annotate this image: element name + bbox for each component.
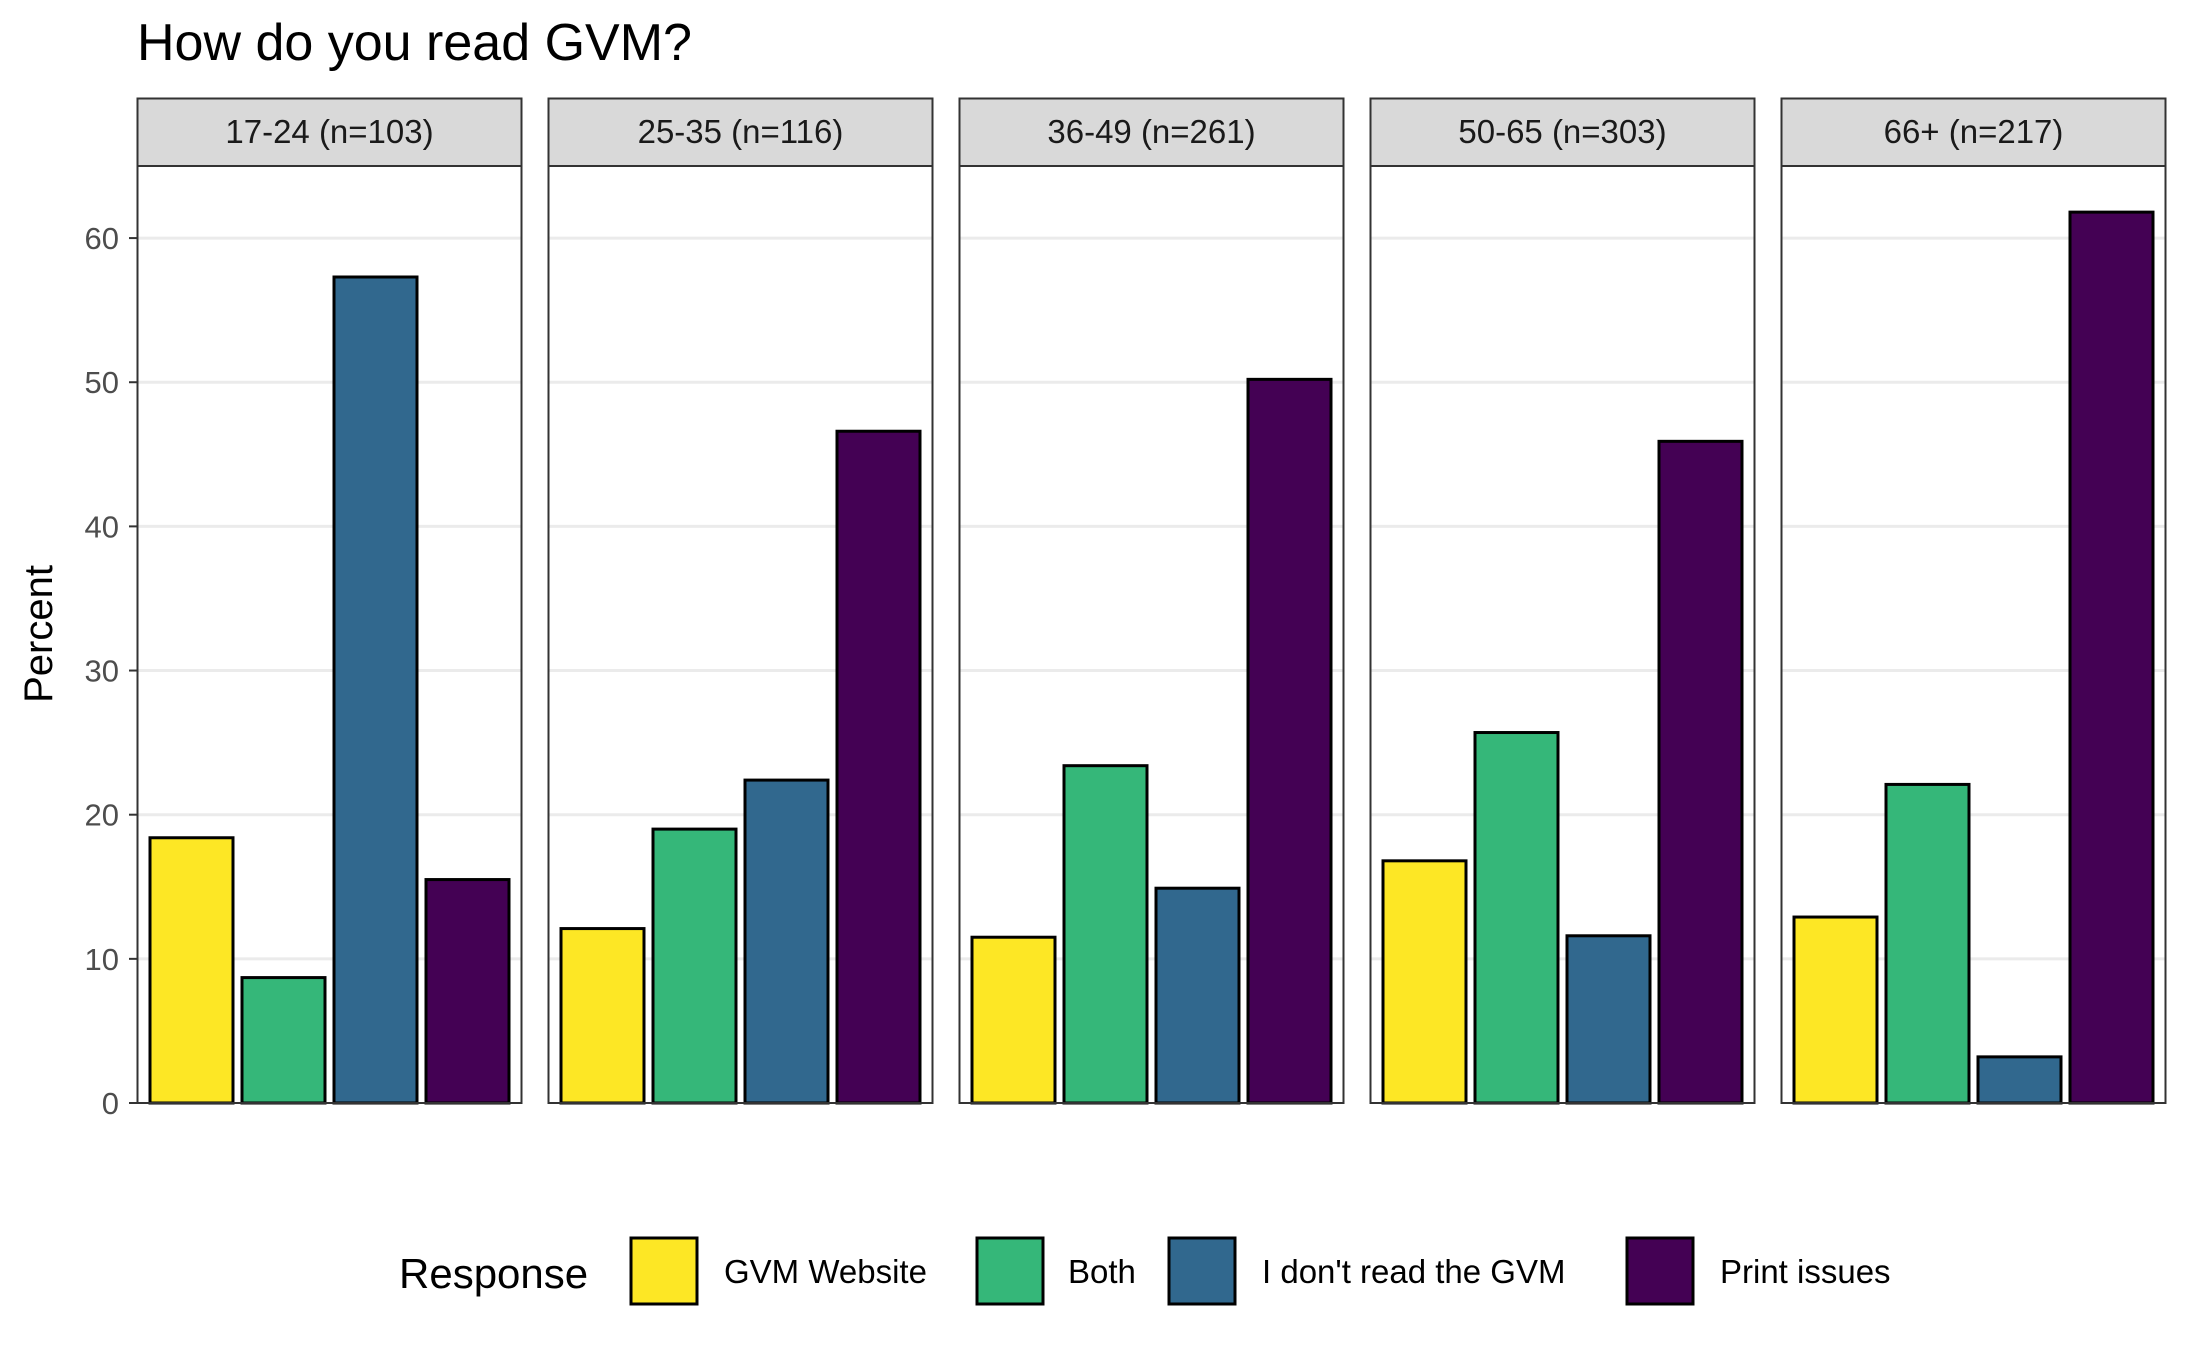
bar	[1884, 782, 1971, 1105]
facet-panel: 25-35 (n=116)	[547, 97, 934, 1105]
facet-border	[136, 165, 523, 1104]
y-tick-label: 0	[102, 1086, 119, 1121]
facet-strip-label: 36-49 (n=261)	[1047, 113, 1255, 150]
bar	[1565, 934, 1652, 1105]
legend-label: GVM Website	[724, 1253, 927, 1290]
legend-key	[1167, 1236, 1237, 1306]
facet-panel: 17-24 (n=103)	[136, 97, 523, 1105]
bar	[1657, 439, 1744, 1105]
legend-key	[629, 1236, 699, 1306]
facet-strip-label: 66+ (n=217)	[1884, 113, 2064, 150]
facet-strip-label: 25-35 (n=116)	[638, 113, 844, 150]
y-tick-label: 30	[85, 654, 119, 689]
bar	[240, 976, 327, 1105]
facet-border	[1780, 165, 2167, 1104]
facets-layer: 17-24 (n=103) 25-35 (n=116) 36-49 (n=261) 5…	[136, 97, 2167, 1105]
facet-panel: 36-49 (n=261)	[958, 97, 1345, 1105]
bar	[1246, 377, 1333, 1105]
facet-strip-label: 17-24 (n=103)	[225, 113, 433, 150]
legend-label: Both	[1068, 1253, 1136, 1290]
bar	[2068, 210, 2155, 1105]
legend-key	[975, 1236, 1045, 1306]
legend-label: I don't read the GVM	[1262, 1253, 1565, 1290]
facet-border	[958, 165, 1345, 1104]
facet-strip	[547, 97, 934, 168]
facet-strip	[136, 97, 523, 168]
bar	[1062, 764, 1149, 1105]
legend: Response GVM Website Both I don't read the…	[399, 1236, 1891, 1306]
y-axis-ticks: 0 10 20 30 40 50 60	[85, 221, 137, 1121]
bar	[651, 827, 738, 1105]
facet-panel: 50-65 (n=303)	[1369, 97, 1756, 1105]
facet-border	[1369, 165, 1756, 1104]
bar	[1154, 886, 1241, 1105]
y-tick-label: 20	[85, 798, 119, 833]
bar	[1976, 1055, 2063, 1105]
bar	[743, 778, 830, 1105]
facet-strip	[1780, 97, 2167, 168]
bar	[1473, 731, 1560, 1105]
bar	[1792, 915, 1879, 1105]
y-tick-label: 40	[85, 509, 119, 544]
y-tick-label: 50	[85, 365, 119, 400]
facet-border	[547, 165, 934, 1104]
bar	[1381, 859, 1468, 1105]
y-tick-label: 60	[85, 221, 119, 256]
bar	[559, 927, 646, 1105]
legend-title: Response	[399, 1250, 588, 1297]
legend-label: Print issues	[1720, 1253, 1891, 1290]
bar	[148, 836, 235, 1105]
facet-panel: 66+ (n=217)	[1780, 97, 2167, 1105]
bar	[835, 429, 922, 1105]
y-axis-label: Percent	[17, 565, 61, 703]
chart-title: How do you read GVM?	[137, 14, 692, 72]
bar	[424, 878, 511, 1105]
facet-strip	[1369, 97, 1756, 168]
bar	[332, 275, 419, 1105]
legend-key	[1625, 1236, 1695, 1306]
facet-strip-label: 50-65 (n=303)	[1458, 113, 1666, 150]
bar	[970, 935, 1057, 1105]
y-tick-label: 10	[85, 942, 119, 977]
